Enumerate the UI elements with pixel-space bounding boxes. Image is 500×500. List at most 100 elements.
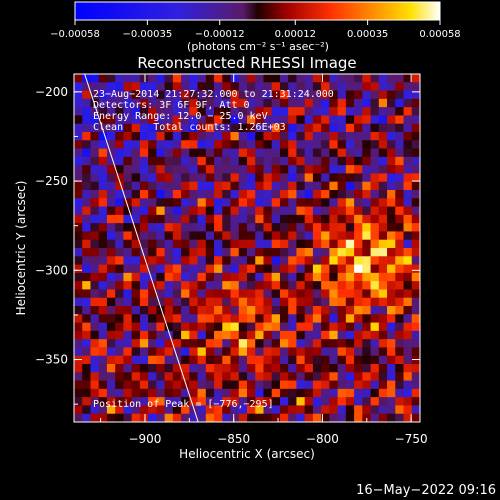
heatmap-cell	[296, 388, 306, 398]
heatmap-cell	[321, 330, 330, 340]
heatmap-cell	[337, 231, 347, 241]
heatmap-cell	[403, 264, 413, 274]
heatmap-cell	[329, 190, 339, 199]
heatmap-cell	[90, 98, 100, 108]
heatmap-cell	[214, 107, 223, 117]
heatmap-cell	[214, 156, 223, 166]
heatmap-cell	[255, 156, 265, 166]
heatmap-cell	[362, 388, 372, 398]
heatmap-cell	[156, 223, 166, 233]
heatmap-cell	[263, 272, 273, 282]
heatmap-cell	[329, 107, 339, 117]
heatmap-cell	[230, 173, 240, 183]
heatmap-cell	[197, 206, 207, 216]
heatmap-cell	[296, 123, 306, 133]
heatmap-cell	[304, 347, 314, 357]
heatmap-cell	[197, 123, 207, 133]
heatmap-cell	[411, 115, 420, 125]
heatmap-cell	[214, 355, 223, 365]
heatmap-cell	[378, 355, 388, 365]
heatmap-cell	[205, 140, 215, 150]
heatmap-cell	[148, 388, 157, 398]
heatmap-cell	[329, 206, 339, 216]
chart-title: Reconstructed RHESSI Image	[137, 54, 356, 72]
heatmap-cell	[205, 405, 215, 415]
heatmap-cell	[164, 198, 174, 208]
heatmap-cell	[106, 355, 116, 365]
heatmap-cell	[370, 115, 380, 125]
heatmap-cell	[123, 156, 133, 166]
heatmap-cell	[106, 98, 116, 108]
heatmap-cell	[387, 90, 396, 100]
heatmap-cell	[197, 107, 207, 117]
heatmap-cell	[197, 156, 207, 166]
heatmap-cell	[304, 380, 314, 390]
heatmap-cell	[222, 364, 232, 373]
heatmap-cell	[387, 173, 396, 183]
heatmap-cell	[139, 132, 149, 141]
heatmap-cell	[403, 272, 413, 282]
heatmap-cell	[197, 248, 207, 257]
heatmap-cell	[288, 306, 298, 315]
heatmap-cell	[172, 132, 182, 141]
heatmap-cell	[230, 248, 240, 257]
heatmap-cell	[288, 297, 298, 307]
heatmap-cell	[263, 190, 273, 199]
heatmap-cell	[222, 405, 232, 415]
heatmap-cell	[354, 214, 363, 224]
heatmap-cell	[362, 372, 372, 382]
heatmap-cell	[387, 364, 396, 373]
heatmap-cell	[82, 281, 92, 291]
heatmap-cell	[181, 355, 190, 365]
heatmap-cell	[189, 74, 199, 83]
heatmap-cell	[98, 206, 108, 216]
heatmap-cell	[164, 90, 174, 100]
heatmap-cell	[82, 248, 92, 257]
heatmap-cell	[205, 314, 215, 324]
heatmap-cell	[230, 281, 240, 291]
heatmap-cell	[312, 264, 322, 274]
heatmap-cell	[263, 98, 273, 108]
heatmap-cell	[354, 347, 363, 357]
heatmap-cell	[263, 380, 273, 390]
heatmap-cell	[156, 248, 166, 257]
heatmap-cell	[411, 132, 420, 141]
heatmap-cell	[321, 148, 330, 158]
heatmap-cell	[411, 148, 420, 158]
heatmap-cell	[329, 364, 339, 373]
heatmap-cell	[205, 173, 215, 183]
heatmap-cell	[263, 314, 273, 324]
heatmap-cell	[205, 198, 215, 208]
heatmap-cell	[403, 322, 413, 332]
heatmap-cell	[321, 123, 330, 133]
heatmap-cell	[82, 413, 92, 422]
heatmap-cell	[74, 74, 83, 83]
heatmap-cell	[90, 148, 100, 158]
heatmap-cell	[115, 413, 125, 422]
heatmap-cell	[222, 256, 232, 266]
heatmap-cell	[148, 372, 157, 382]
heatmap-cell	[411, 98, 420, 108]
heatmap-cell	[279, 405, 289, 415]
heatmap-cell	[230, 181, 240, 191]
heatmap-cell	[321, 107, 330, 117]
heatmap-cell	[395, 206, 405, 216]
heatmap-cell	[74, 364, 83, 373]
heatmap-cell	[106, 256, 116, 266]
heatmap-cell	[304, 272, 314, 282]
heatmap-cell	[387, 306, 396, 315]
heatmap-cell	[230, 339, 240, 349]
heatmap-cell	[214, 206, 223, 216]
heatmap-cell	[205, 115, 215, 125]
heatmap-cell	[312, 181, 322, 191]
heatmap-cell	[115, 364, 125, 373]
heatmap-cell	[255, 74, 265, 83]
heatmap-cell	[403, 306, 413, 315]
heatmap-cell	[387, 98, 396, 108]
heatmap-cell	[82, 74, 92, 83]
heatmap-cell	[247, 314, 256, 324]
heatmap-cell	[238, 339, 248, 349]
heatmap-cell	[139, 413, 149, 422]
heatmap-cell	[90, 248, 100, 257]
heatmap-cell	[82, 123, 92, 133]
